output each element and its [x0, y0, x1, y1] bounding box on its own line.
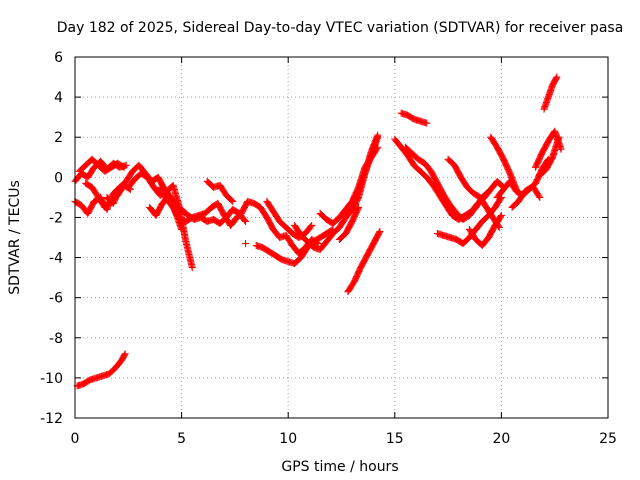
- data-point-s25: [497, 213, 505, 221]
- data-point-s19: [374, 133, 382, 141]
- data-point-s18: [375, 229, 383, 237]
- data-point-s11: [229, 197, 237, 205]
- data-point-s10: [242, 217, 250, 225]
- data-point-s8: [178, 225, 186, 233]
- y-axis-label: SDTVAR / TECUs: [7, 180, 23, 295]
- y-tick-label: -12: [40, 411, 63, 427]
- data-point-s14: [307, 223, 315, 231]
- y-tick-label: -8: [49, 331, 63, 347]
- data-point-s30: [552, 74, 560, 82]
- data-point-s5: [121, 350, 129, 358]
- data-point-s10: [241, 216, 249, 224]
- data-point-s18: [376, 227, 384, 235]
- x-tick-label: 0: [71, 431, 80, 447]
- plot-frame: [74, 56, 609, 419]
- data-point-s29: [555, 133, 563, 141]
- data-point-s17: [354, 205, 362, 213]
- x-tick-labels: 0 5 10 15 20 25: [71, 431, 617, 447]
- gridlines: [75, 57, 608, 418]
- data-point-s22: [485, 187, 493, 195]
- data-point-s33: [242, 240, 250, 248]
- y-tick-label: -10: [40, 371, 63, 387]
- x-tick-label: 15: [386, 431, 404, 447]
- y-tick-labels: -12 -10 -8 -6 -4 -2 0 2 4 6: [40, 50, 63, 427]
- data-point-s11: [228, 196, 236, 204]
- y-tick-label: -4: [49, 251, 63, 267]
- y-tick-label: -2: [49, 210, 63, 226]
- data-point-s22: [484, 188, 492, 196]
- chart-title: Day 182 of 2025, Sidereal Day-to-day VTE…: [57, 20, 624, 36]
- data-point-s30: [553, 73, 561, 81]
- data-point-s17: [355, 203, 363, 211]
- y-tick-label: 2: [54, 130, 63, 146]
- x-axis-label: GPS time / hours: [281, 459, 398, 475]
- data-point-s3: [120, 163, 128, 171]
- x-tick-label: 10: [279, 431, 297, 447]
- data-point-s32: [536, 193, 544, 201]
- y-tick-label: 0: [54, 170, 63, 186]
- data-point-s25: [497, 211, 505, 219]
- y-tick-label: 6: [54, 50, 63, 66]
- data-point-s28: [557, 145, 565, 153]
- data-point-s21: [423, 119, 431, 127]
- data-point-s32: [535, 192, 543, 200]
- data-point-s14: [308, 221, 316, 229]
- data-point-s3: [119, 163, 127, 171]
- y-tick-label: 4: [54, 90, 63, 106]
- y-tick-label: -6: [49, 291, 63, 307]
- data-point-s7: [188, 264, 196, 272]
- data-point-s5: [120, 351, 128, 359]
- data-point-s31: [526, 184, 534, 192]
- x-tick-label: 20: [492, 431, 510, 447]
- data-points: [71, 73, 565, 390]
- x-tick-label: 5: [177, 431, 186, 447]
- x-tick-label: 25: [599, 431, 617, 447]
